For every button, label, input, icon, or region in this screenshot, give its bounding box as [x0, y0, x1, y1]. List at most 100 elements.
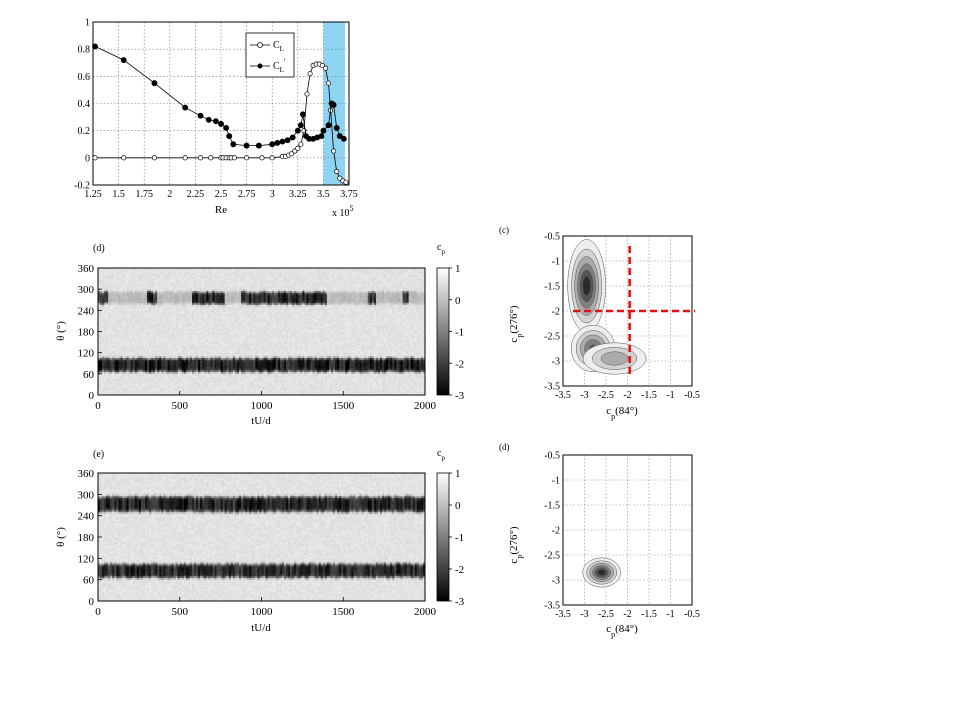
heatmap-d-cell [165, 303, 168, 306]
re-chart-clprime-point [284, 137, 291, 144]
heatmap-d-cell [98, 301, 101, 304]
heatmap-d-cell [128, 335, 132, 338]
heatmap-d-cell [134, 345, 138, 348]
heatmap-d-cell [126, 336, 129, 339]
heatmap-d-cell [136, 363, 140, 366]
heatmap-d-cell [108, 372, 111, 375]
heatmap-d-cell [118, 365, 121, 368]
heatmap-d-cell [171, 268, 174, 271]
heatmap-d-cell [120, 379, 123, 382]
heatmap-d-cell [151, 285, 154, 288]
heatmap-d-cell [163, 380, 166, 383]
heatmap-d-cell [138, 342, 142, 345]
heatmap-d-cell [155, 322, 158, 325]
heatmap-d-cell [112, 379, 115, 382]
heatmap-d-cell [98, 308, 101, 311]
heatmap-d-cell [157, 283, 160, 286]
heatmap-d-cell [149, 331, 152, 334]
heatmap-d-cell [140, 352, 144, 355]
heatmap-d-cell [149, 391, 152, 394]
heatmap-d-cell [134, 359, 138, 362]
heatmap-d-cell [153, 269, 156, 272]
heatmap-d-cell [155, 363, 158, 366]
heatmap-d-cell [128, 285, 132, 288]
heatmap-d-cell [110, 384, 113, 387]
heatmap-d-cell [147, 350, 150, 354]
heatmap-d-cell [165, 297, 168, 301]
re-chart-clprime-point [299, 111, 306, 118]
heatmap-d-cell [118, 280, 121, 283]
heatmap-d-cell [112, 324, 115, 327]
heatmap-d-cell [171, 275, 174, 278]
heatmap-d-cell [169, 338, 172, 341]
heatmap-d-cell [140, 329, 144, 332]
heatmap-d-cell [153, 336, 156, 339]
heatmap-d-cell [114, 333, 117, 336]
heatmap-d-cell [104, 268, 107, 271]
heatmap-d-cell [161, 283, 164, 286]
heatmap-d-cell [100, 387, 103, 391]
heatmap-d-cell [159, 382, 162, 385]
heatmap-d-cell [132, 278, 136, 281]
heatmap-d-cell [161, 329, 164, 332]
heatmap-d-cell [110, 280, 113, 283]
heatmap-d-cell [167, 292, 170, 295]
heatmap-d-cell [169, 377, 172, 380]
heatmap-d-cell [116, 338, 119, 341]
heatmap-d-cell [110, 310, 113, 313]
heatmap-d-cell [142, 282, 146, 285]
heatmap-d-cell [118, 386, 121, 389]
heatmap-d-cell [128, 361, 132, 364]
heatmap-d-cell [102, 333, 105, 336]
heatmap-d-cell [100, 365, 103, 368]
heatmap-d-cell [134, 301, 138, 304]
heatmap-d-cell [167, 356, 170, 359]
heatmap-d-cell [102, 336, 105, 339]
heatmap-d-cell [161, 313, 164, 316]
heatmap-d-cell [165, 312, 168, 315]
re-chart-xlabel: Re [215, 204, 227, 216]
heatmap-d-cell [155, 340, 158, 343]
heatmap-d-cell [161, 387, 164, 391]
heatmap-d-cell [110, 322, 113, 325]
heatmap-d-cell [134, 338, 138, 341]
heatmap-d-cell [106, 282, 109, 285]
heatmap-d-cell [147, 282, 150, 285]
heatmap-d-cell [138, 386, 142, 389]
heatmap-d-cell [142, 384, 146, 387]
heatmap-d-cell [112, 282, 115, 285]
heatmap-d-cell [165, 327, 168, 331]
heatmap-d-cell [124, 336, 127, 339]
heatmap-d-cell [149, 340, 152, 343]
heatmap-d-cell [122, 366, 125, 369]
heatmap-d-cell [128, 327, 132, 331]
heatmap-d-cell [104, 391, 107, 394]
heatmap-d-cell [167, 393, 170, 396]
heatmap-d-cell [116, 306, 119, 309]
heatmap-d-cell [165, 361, 168, 364]
heatmap-d-cell [130, 283, 134, 286]
heatmap-d-cell [169, 297, 172, 301]
heatmap-d-cell [102, 379, 105, 382]
heatmap-d-cell [112, 361, 115, 364]
heatmap-d-cell [136, 282, 140, 285]
heatmap-d-cell [138, 350, 142, 354]
heatmap-d-cell [140, 343, 144, 346]
heatmap-d-cell [159, 349, 162, 352]
heatmap-d-cell [169, 370, 172, 373]
heatmap-d-cell [116, 271, 119, 274]
heatmap-d-cell [169, 301, 172, 304]
heatmap-d-cell [114, 382, 117, 385]
heatmap-d-cell [108, 315, 111, 318]
heatmap-d-cell [104, 370, 107, 373]
heatmap-d-cell [161, 365, 164, 368]
heatmap-d-cell [124, 370, 127, 373]
heatmap-d-cell [132, 327, 136, 331]
heatmap-d-cell [118, 268, 121, 271]
heatmap-d-cell [116, 273, 119, 276]
heatmap-d-cell [136, 301, 140, 304]
heatmap-d-cell [126, 310, 129, 313]
heatmap-d-cell [126, 269, 129, 272]
heatmap-d-cell [169, 299, 172, 302]
heatmap-d-cell [128, 386, 132, 389]
